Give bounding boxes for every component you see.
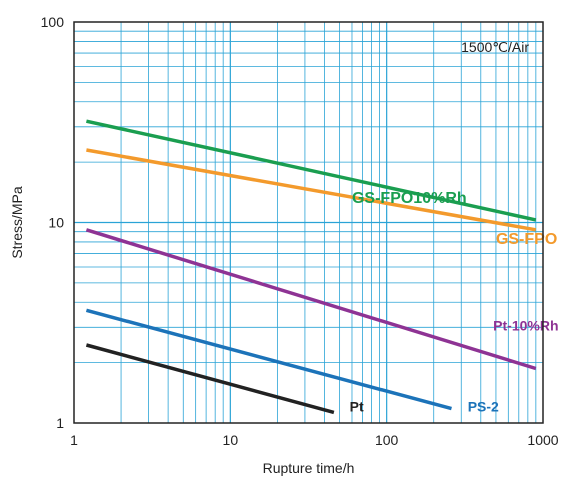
series-label-ps-2: PS-2 [468,399,499,415]
series-lines [85,119,537,415]
series-labels: GS-FPO10%Rh GS-FPO Pt-10%Rh PS-2 Pt [350,190,559,415]
series-label-gs-fpo: GS-FPO [496,231,557,248]
plot-frame [73,21,544,424]
series-line-pt [85,343,335,415]
y-tick-label: 10 [48,215,64,231]
x-tick-label: 10 [223,432,239,448]
x-tick-labels: 1 10 100 1000 [70,432,559,448]
y-tick-label: 1 [56,415,64,431]
series-label-pt: Pt [350,399,364,415]
x-tick-label: 1 [70,432,78,448]
x-tick-label: 100 [375,432,399,448]
grid [74,22,543,423]
y-tick-labels: 1 10 100 [41,14,65,431]
x-tick-label: 1000 [527,432,558,448]
series-line-gs-fpo [86,148,537,232]
series-label-pt-10-rh: Pt-10%Rh [493,317,558,333]
series-line-gs-fpo10-rh [86,119,537,222]
series-line-pt-10-rh [85,228,537,371]
series-line-ps-2 [85,308,452,411]
series-label-gs-fpo10-rh: GS-FPO10%Rh [352,190,467,207]
x-axis-label: Rupture time/h [263,460,355,476]
condition-annotation: 1500℃/Air [461,39,529,55]
y-tick-label: 100 [41,14,65,30]
y-axis-label: Stress/MPa [9,186,25,259]
